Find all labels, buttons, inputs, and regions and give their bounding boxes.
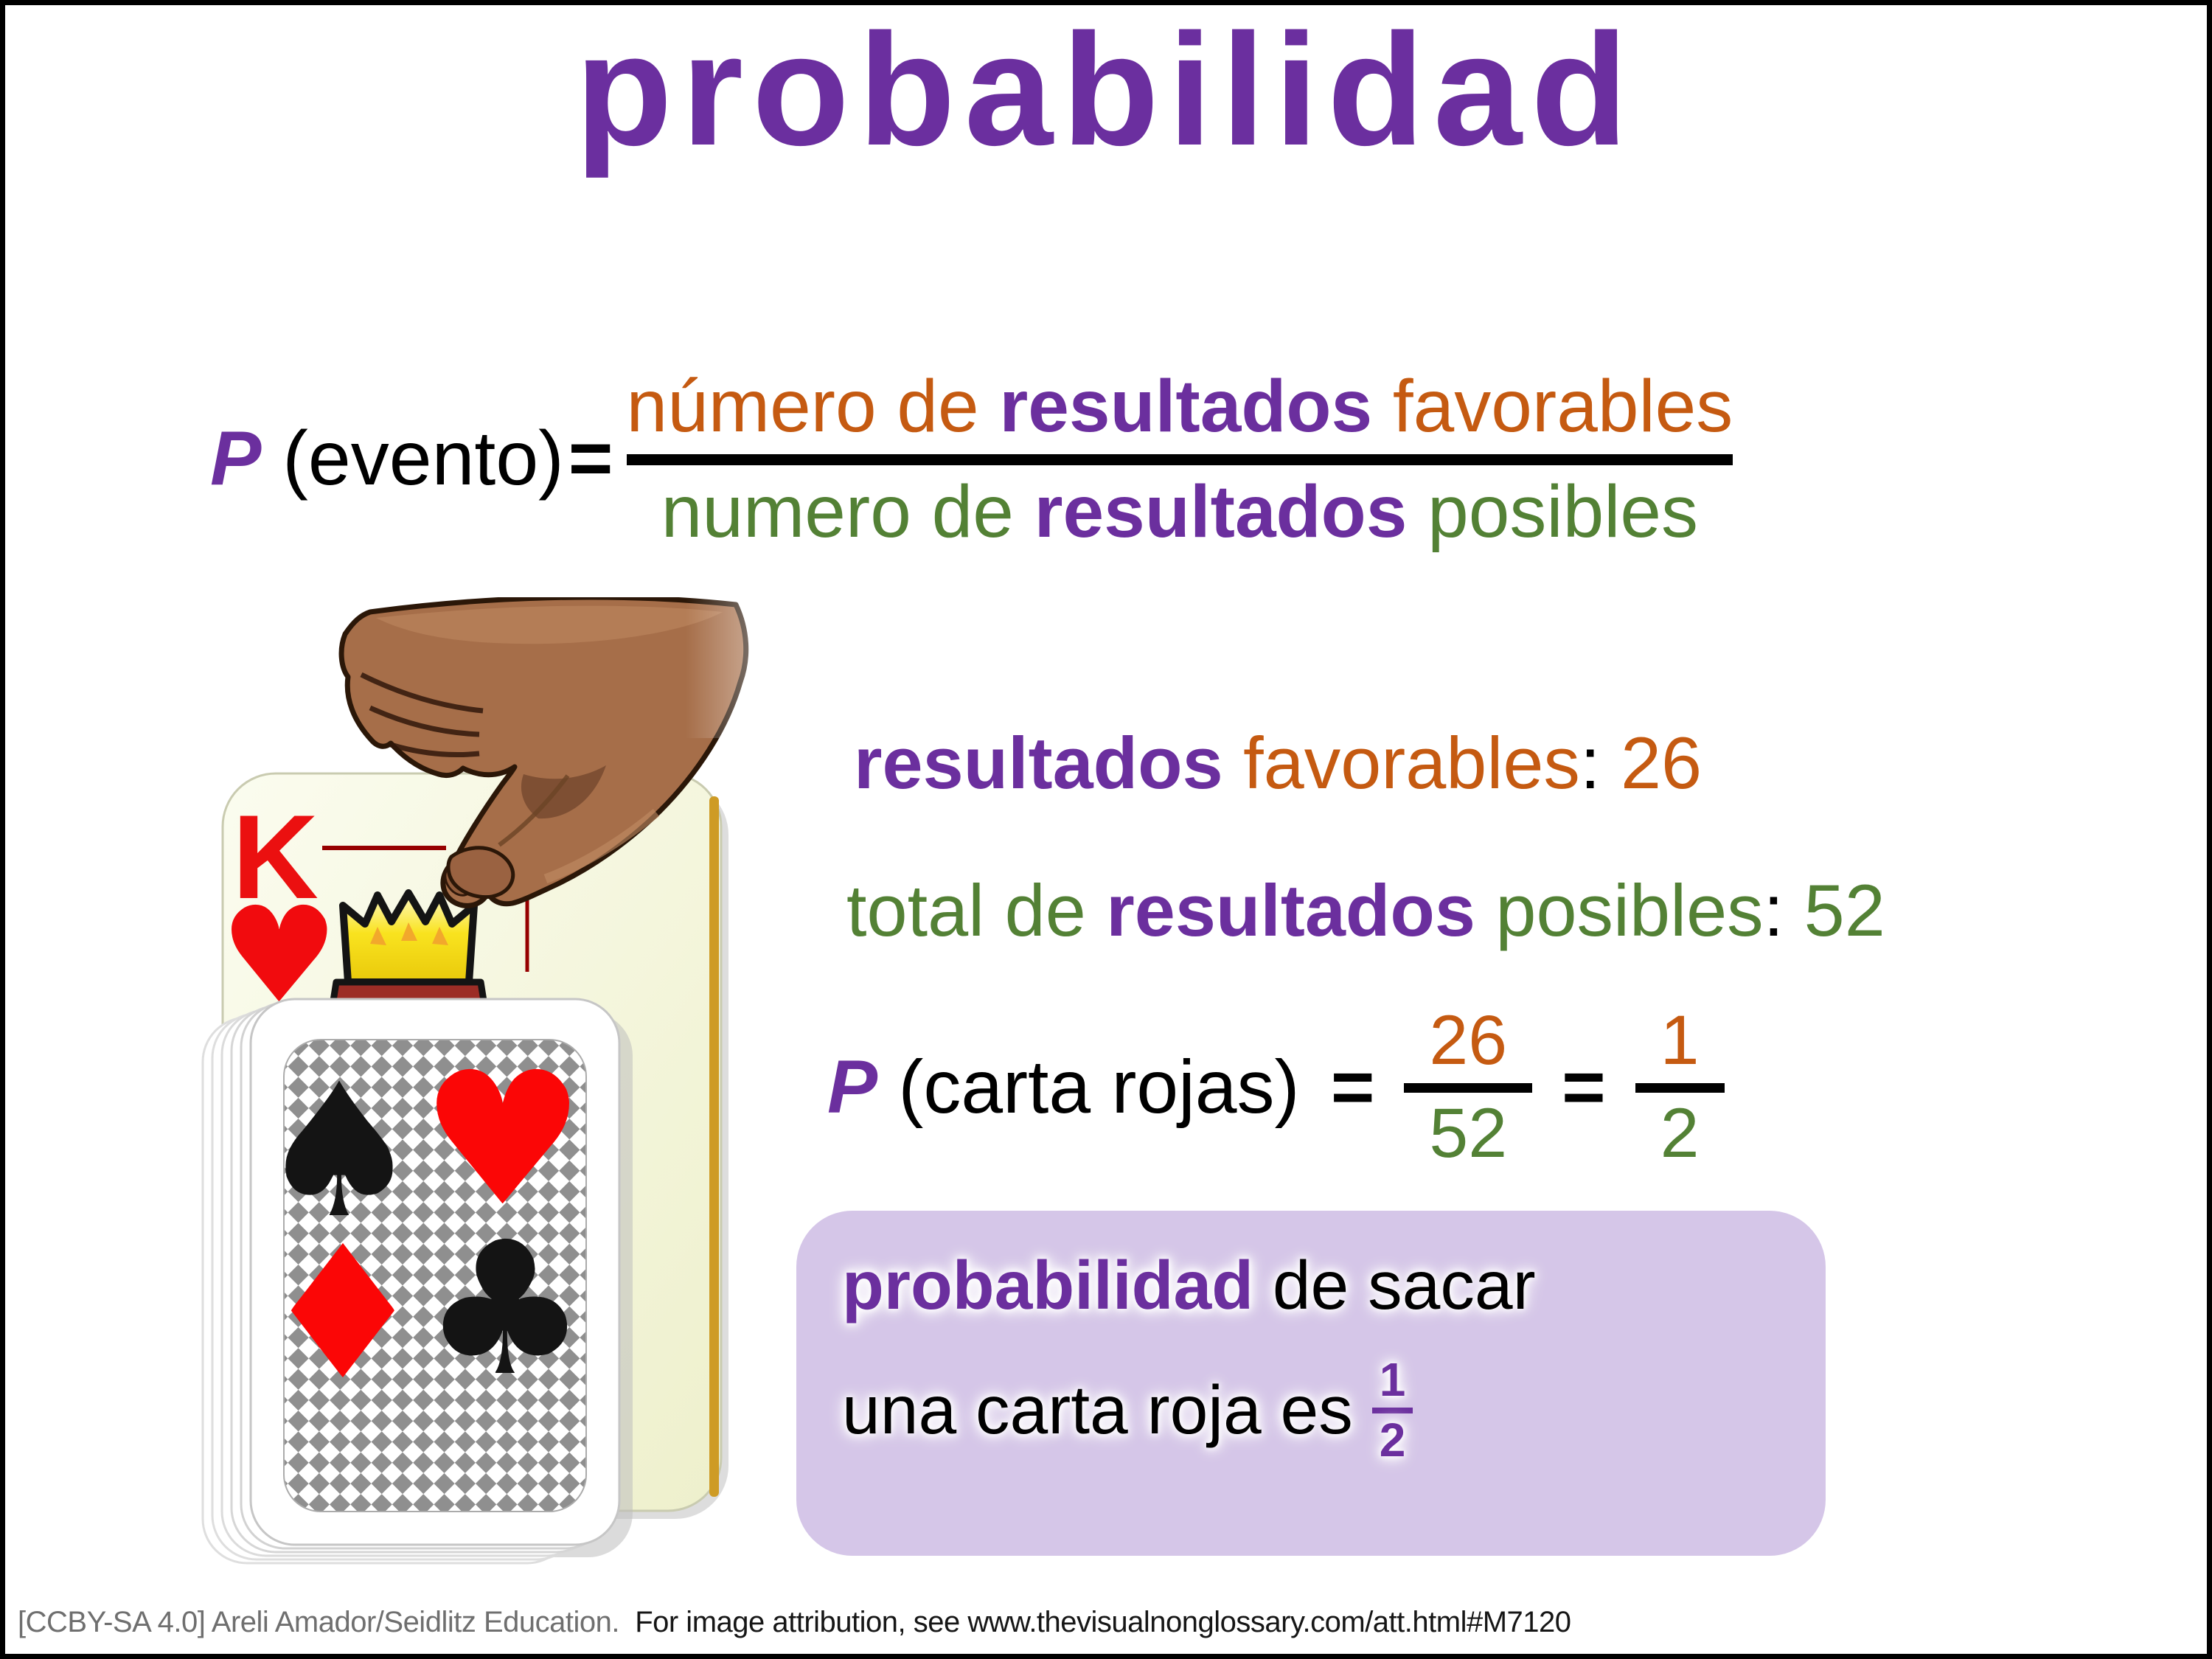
p-symbol: P — [827, 1044, 878, 1129]
equals-sign: = — [568, 416, 613, 501]
example-event-label: (carta rojas) — [877, 1044, 1321, 1129]
possible-outcomes-line: total de resultados posibles: 52 — [846, 869, 1885, 951]
callout-line1: probabilidad de sacar — [842, 1247, 1536, 1324]
license-text: [CCBY-SA 4.0] Areli Amador/Seidlitz Educ… — [18, 1606, 627, 1638]
club-icon: ♣ — [422, 1202, 588, 1416]
fraction-bar — [626, 454, 1733, 465]
fraction-numerator: número de resultados favorables — [626, 365, 1733, 448]
heart-icon: ♥ — [420, 1032, 585, 1247]
fraction-1-2: 1 2 — [1371, 1355, 1413, 1465]
p-symbol: P — [210, 416, 262, 501]
hand-illustration — [338, 597, 848, 908]
attribution-line: [CCBY-SA 4.0] Areli Amador/Seidlitz Educ… — [18, 1606, 1571, 1639]
fraction-bar — [1635, 1082, 1725, 1093]
fraction-bar — [1371, 1408, 1413, 1414]
formula-lhs: P (evento) — [210, 415, 564, 503]
card-deck: ♠ ♥ ♦ ♣ — [201, 998, 633, 1565]
thumb — [446, 846, 515, 900]
attribution-note: For image attribution, see www.thevisual… — [627, 1606, 1571, 1638]
formula-event-label: (evento) — [261, 416, 564, 501]
favorable-outcomes-line: resultados favorables: 26 — [854, 722, 1703, 804]
definition-callout: probabilidad de sacar una carta roja es … — [796, 1211, 1826, 1556]
equals-sign: = — [1330, 1044, 1375, 1129]
fraction-26-52: 26 52 — [1404, 1004, 1533, 1170]
example-lhs: P (carta rojas) — [827, 1044, 1321, 1130]
spade-icon: ♠ — [257, 1044, 422, 1259]
fraction-bar — [1404, 1082, 1533, 1093]
deck-back-pattern — [283, 1039, 587, 1512]
equals-sign: = — [1562, 1044, 1606, 1129]
formula-fraction: número de resultados favorables numero d… — [626, 365, 1733, 553]
probability-formula: P (evento) = número de resultados favora… — [210, 367, 1733, 551]
page-title: probabilidad — [575, 0, 1637, 178]
fraction-denominator: numero de resultados posibles — [661, 470, 1699, 553]
example-equation: P (carta rojas) = 26 52 = 1 2 — [827, 1004, 1744, 1170]
card-rank-label: K — [232, 790, 319, 924]
callout-line2: una carta roja es 1 2 — [842, 1355, 1780, 1465]
hand-picking-card-illustration: K ♥ ♠ ♥ — [201, 597, 848, 1565]
card-gold-edge — [709, 796, 719, 1497]
diamond-icon: ♦ — [260, 1206, 425, 1421]
fraction-1-2: 1 2 — [1635, 1004, 1725, 1170]
